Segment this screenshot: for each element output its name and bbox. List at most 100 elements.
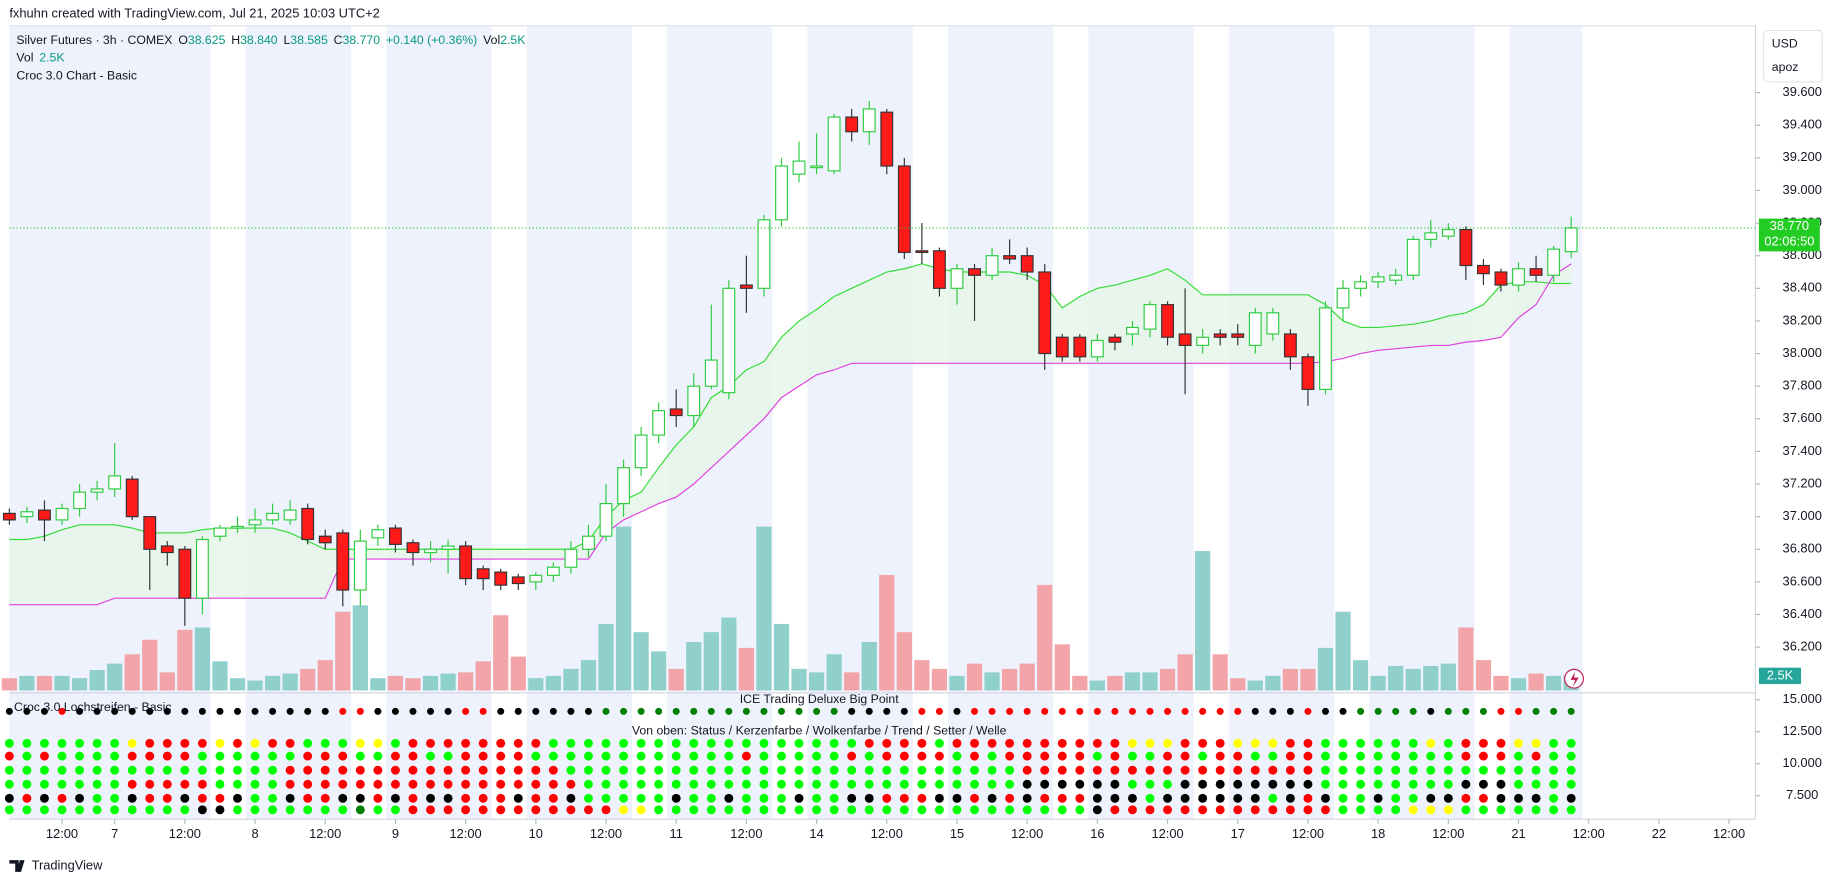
signal-dot [92, 751, 102, 761]
signal-dot [619, 751, 629, 761]
volume-bar [966, 663, 983, 691]
signal-dot [1128, 765, 1137, 775]
volume-bar [1, 678, 17, 691]
volume-bar [773, 623, 790, 691]
signal-dot [338, 793, 348, 803]
currency-box[interactable] [1763, 29, 1823, 83]
signal-dot [408, 738, 418, 748]
volume-bar [580, 660, 597, 691]
candle-body [1441, 229, 1455, 237]
session-band [526, 25, 632, 820]
signal-dot [601, 751, 611, 761]
signal-dot [1549, 805, 1559, 815]
y-tick-label: 39.400 [1783, 117, 1822, 132]
x-tick-label: 12:00 [1713, 826, 1745, 841]
signal-dot [847, 751, 857, 761]
signal-dot [741, 805, 751, 815]
signal-dot [707, 707, 715, 715]
y-tick-label: 36.600 [1783, 573, 1822, 588]
signal-dot [1321, 707, 1329, 715]
signal-dot [40, 765, 49, 775]
signal-dot [479, 707, 487, 715]
signal-dot [409, 707, 417, 715]
signal-dot [706, 765, 716, 775]
signal-dot [1338, 793, 1348, 803]
currency: USD [1772, 37, 1798, 51]
candle-body [459, 545, 473, 580]
volume-bar [300, 668, 316, 691]
volume-bar [19, 675, 35, 691]
signal-dot [1128, 707, 1136, 715]
signal-dot [847, 805, 857, 815]
signal-dot [1145, 793, 1155, 803]
signal-dot [1304, 707, 1312, 715]
y-tick-label: 12.500 [1783, 723, 1822, 738]
signal-dot [1145, 805, 1155, 815]
signal-dot [741, 765, 751, 775]
signal-dot [162, 779, 172, 789]
signal-dot [496, 765, 506, 775]
signal-dot [1461, 751, 1471, 761]
session-band [386, 25, 492, 820]
signal-dot [162, 793, 172, 803]
candle-body [968, 268, 981, 276]
signal-dot [303, 738, 313, 748]
signal-dot [864, 793, 874, 803]
signal-dot [1198, 765, 1208, 775]
signal-dot [899, 805, 909, 815]
signal-dot [1076, 707, 1084, 715]
signal-dot [285, 765, 295, 775]
signal-dot [1549, 779, 1559, 789]
candle-body [687, 385, 701, 417]
signal-dot [1075, 751, 1085, 761]
signal-dot [1128, 805, 1137, 815]
signal-dot [478, 805, 488, 815]
signal-dot [355, 738, 365, 748]
volume-bar [493, 615, 509, 691]
signal-dot [355, 779, 365, 789]
signal-dot [1303, 738, 1313, 748]
signal-dot [1233, 805, 1243, 815]
candle-body [1073, 336, 1087, 358]
signal-dot [233, 707, 242, 715]
volume-bar [335, 611, 351, 691]
signal-dot [741, 779, 751, 789]
signal-dot [250, 805, 260, 815]
signal-dot [127, 779, 137, 789]
x-tick-label: 12:00 [1432, 826, 1464, 841]
signal-dot [1093, 707, 1101, 715]
candle-body [739, 284, 753, 289]
volume-bar [1546, 675, 1562, 691]
signal-dot [444, 707, 452, 715]
x-tick-label: 12:00 [590, 826, 622, 841]
signal-dot [111, 707, 119, 715]
signal-dot [285, 793, 295, 803]
signal-dot [548, 793, 558, 803]
volume-bar [615, 526, 632, 691]
volume-label: 2.5K [1767, 667, 1794, 682]
signal-dot [1040, 793, 1050, 803]
signal-dot [1285, 779, 1295, 789]
signal-dot [1461, 779, 1471, 789]
brand-logo [9, 860, 25, 872]
signal-dot [759, 779, 769, 789]
signal-dot [636, 751, 646, 761]
signal-dot [741, 793, 751, 803]
signal-dot [1566, 805, 1576, 815]
candle-body [1213, 333, 1227, 338]
signal-dot [304, 707, 312, 715]
signal-dot [110, 738, 120, 748]
candle-body [810, 165, 824, 169]
signal-dot [1092, 793, 1102, 803]
volume-bar [422, 675, 439, 691]
signal-dot [706, 805, 716, 815]
x-tick-label: 12:00 [730, 826, 762, 841]
signal-dot [496, 793, 506, 803]
signal-dot [22, 751, 32, 761]
signal-dot [496, 751, 506, 761]
legend-line: Silver Futures · 3h · COMEX O38.625 H38.84… [16, 33, 526, 47]
y-tick-label: 39.000 [1783, 182, 1822, 197]
signal-dot [1164, 707, 1172, 715]
signal-dot [742, 707, 750, 715]
signal-dot [619, 805, 629, 815]
